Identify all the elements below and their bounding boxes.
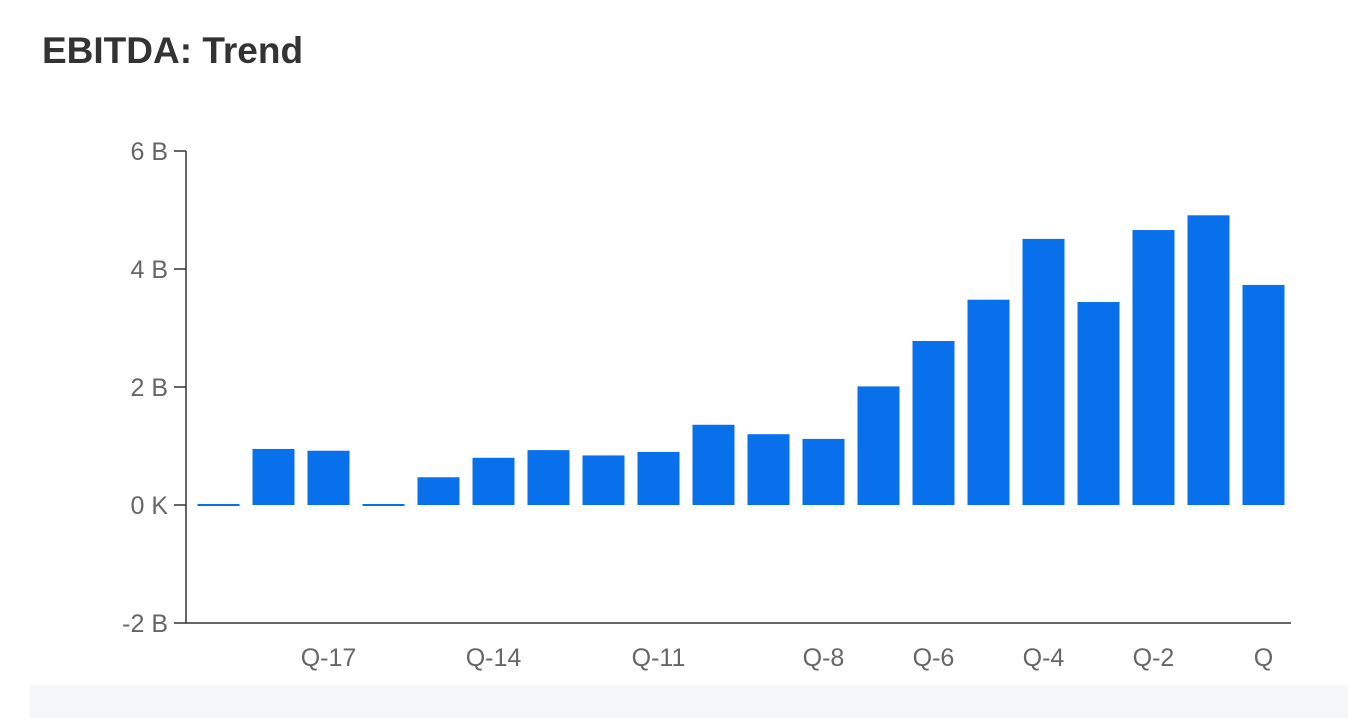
bars <box>197 215 1285 506</box>
y-tick-label: -2 B <box>122 610 168 638</box>
bar-q-18[interactable] <box>252 448 295 505</box>
bar-q-2[interactable] <box>1132 230 1175 505</box>
y-tick-label: 0 K <box>130 492 168 520</box>
bar-q-19[interactable] <box>197 504 240 506</box>
x-axis: Q-17 Q-14 Q-11 Q-8 Q-6 Q-4 Q-2 Q <box>186 622 1291 672</box>
bar-q-17[interactable] <box>307 450 350 505</box>
bar-q-11[interactable] <box>637 451 680 505</box>
footer-strip <box>30 685 1348 718</box>
x-tick-label: Q-17 <box>301 644 357 672</box>
y-tick-label: 6 B <box>130 138 168 166</box>
bar-chart: 6 B4 B2 B0 K-2 B Q-17 Q-14 Q-11 Q-8 Q-6 Q-4 Q-… <box>122 138 1291 672</box>
x-tick-label: Q-4 <box>1023 644 1065 672</box>
bar-q-3[interactable] <box>1077 302 1120 505</box>
x-tick-label: Q-2 <box>1133 644 1175 672</box>
bar-q-1[interactable] <box>1187 215 1230 505</box>
bar-q-7[interactable] <box>857 386 900 505</box>
x-tick-label: Q-6 <box>913 644 955 672</box>
x-tick-label: Q-8 <box>803 644 845 672</box>
y-axis: 6 B 4 B 2 B 0 K -2 B <box>122 138 187 638</box>
bar-q-13[interactable] <box>527 450 570 505</box>
bar-q-12[interactable] <box>582 455 625 505</box>
y-tick-label: 2 B <box>130 374 168 402</box>
bar-q[interactable] <box>1242 284 1285 505</box>
bar-q-10[interactable] <box>692 424 735 505</box>
bar-q-15[interactable] <box>417 477 460 505</box>
bar-q-4[interactable] <box>1022 238 1065 505</box>
x-tick-label: Q-11 <box>632 644 686 672</box>
chart-title: EBITDA: Trend <box>42 30 304 71</box>
bar-q-8[interactable] <box>802 438 845 505</box>
bar-q-16[interactable] <box>362 504 405 506</box>
bar-q-6[interactable] <box>912 340 955 505</box>
y-tick-label: 4 B <box>130 256 168 284</box>
bar-q-14[interactable] <box>472 457 515 505</box>
bar-q-5[interactable] <box>967 299 1010 505</box>
bar-q-9[interactable] <box>747 434 790 505</box>
x-tick-label: Q-14 <box>466 644 522 672</box>
x-tick-label: Q <box>1254 644 1273 672</box>
